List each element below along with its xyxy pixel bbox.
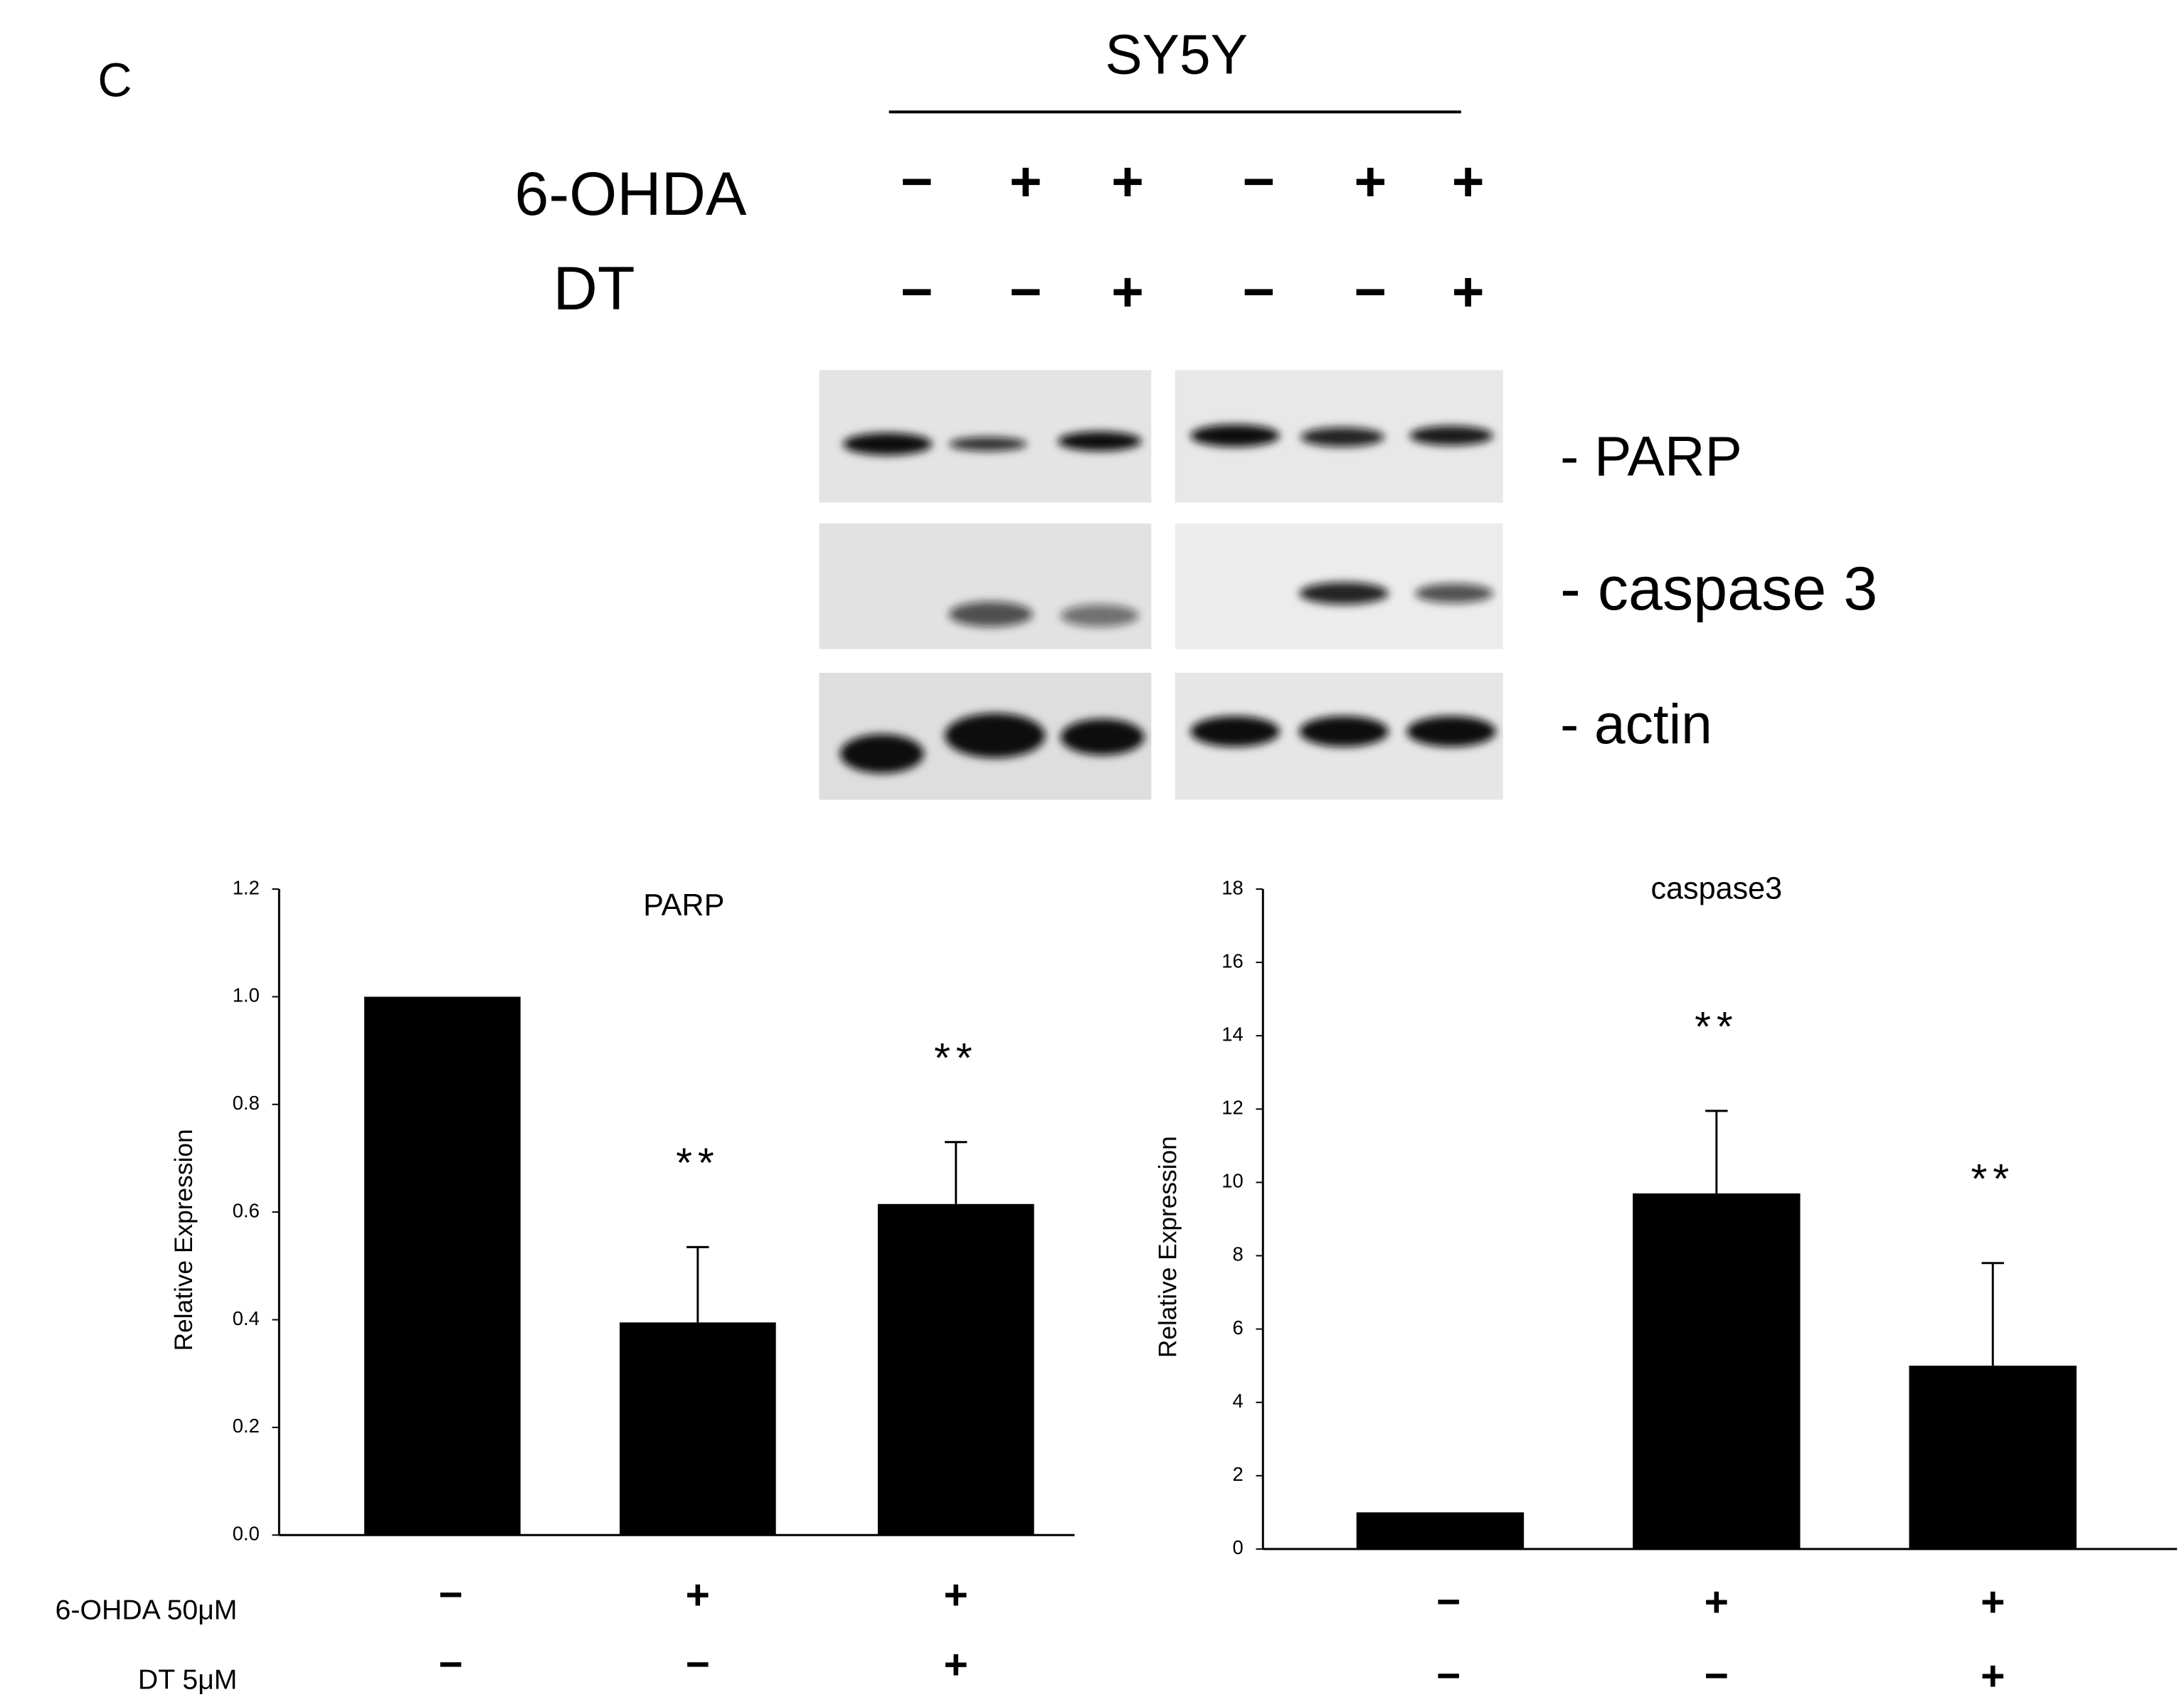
y-tick-label: 6 bbox=[1233, 1317, 1244, 1339]
y-tick-label: 0.2 bbox=[233, 1415, 260, 1437]
y-tick-label: 12 bbox=[1221, 1097, 1244, 1119]
condition-sign: + bbox=[944, 1572, 968, 1618]
condition-label: 6-OHDA 50μM bbox=[55, 1595, 238, 1626]
blot-images bbox=[819, 370, 1503, 800]
y-tick-label: 0.4 bbox=[233, 1307, 260, 1329]
condition-sign: + bbox=[1705, 1579, 1729, 1625]
bar bbox=[1356, 1512, 1525, 1549]
y-tick-label: 14 bbox=[1221, 1023, 1244, 1045]
y-tick-label: 1.2 bbox=[233, 876, 260, 898]
y-tick-label: 10 bbox=[1221, 1170, 1244, 1192]
panel-label: C bbox=[97, 55, 132, 107]
treatment-sign: + bbox=[1009, 150, 1042, 213]
condition-sign: − bbox=[1436, 1653, 1461, 1699]
chart-title: caspase3 bbox=[1650, 871, 1782, 905]
y-tick-label: 8 bbox=[1233, 1243, 1244, 1265]
treatment-sign: − bbox=[901, 150, 933, 213]
bar bbox=[1909, 1366, 2077, 1549]
y-tick-label: 0 bbox=[1233, 1536, 1244, 1558]
condition-sign: + bbox=[944, 1642, 968, 1688]
band-label: - PARP bbox=[1560, 425, 1742, 488]
blot-header: SY5Y bbox=[1105, 23, 1248, 86]
condition-sign: + bbox=[686, 1572, 710, 1618]
y-axis-label: Relative Expression bbox=[1154, 1136, 1182, 1358]
condition-sign: − bbox=[686, 1642, 710, 1688]
treatment-sign: − bbox=[1354, 260, 1387, 323]
treatment-sign: + bbox=[1111, 260, 1144, 323]
treatment-sign: − bbox=[1243, 260, 1276, 323]
condition-sign: + bbox=[1981, 1579, 2005, 1625]
treatment-sign: − bbox=[1243, 150, 1276, 213]
y-axis-label: Relative Expression bbox=[170, 1129, 198, 1351]
chart-title: PARP bbox=[643, 888, 724, 922]
treatment-sign: − bbox=[1009, 260, 1042, 323]
condition-sign: + bbox=[1981, 1653, 2005, 1699]
y-tick-label: 1.0 bbox=[233, 984, 260, 1006]
y-tick-label: 2 bbox=[1233, 1463, 1244, 1485]
significance: ** bbox=[1695, 1004, 1738, 1051]
band-label: - caspase 3 bbox=[1560, 555, 1877, 623]
band-label: - actin bbox=[1560, 693, 1712, 755]
bar bbox=[619, 1322, 776, 1536]
y-tick-label: 0.8 bbox=[233, 1092, 260, 1114]
y-tick-label: 18 bbox=[1221, 876, 1244, 898]
treatment-sign: + bbox=[1452, 150, 1485, 213]
bar bbox=[364, 996, 521, 1536]
condition-sign: − bbox=[438, 1642, 462, 1688]
bar bbox=[877, 1203, 1034, 1536]
significance: ** bbox=[676, 1140, 719, 1186]
significance: ** bbox=[1971, 1156, 2015, 1203]
condition-sign: − bbox=[1705, 1653, 1729, 1699]
treatment-sign: + bbox=[1111, 150, 1144, 213]
treatment-sign: + bbox=[1354, 150, 1387, 213]
y-tick-label: 0.0 bbox=[233, 1523, 260, 1545]
bar bbox=[1633, 1193, 1801, 1549]
treatment-label: DT bbox=[553, 255, 635, 323]
significance: ** bbox=[934, 1036, 977, 1082]
y-tick-label: 0.6 bbox=[233, 1199, 260, 1221]
condition-sign: − bbox=[1436, 1579, 1461, 1625]
treatment-label: 6-OHDA bbox=[514, 160, 746, 228]
condition-sign: − bbox=[438, 1572, 462, 1618]
treatment-sign: − bbox=[901, 260, 933, 323]
y-tick-label: 4 bbox=[1233, 1390, 1244, 1412]
y-tick-label: 16 bbox=[1221, 950, 1244, 972]
condition-label: DT 5μM bbox=[138, 1664, 238, 1696]
treatment-sign: + bbox=[1452, 260, 1485, 323]
